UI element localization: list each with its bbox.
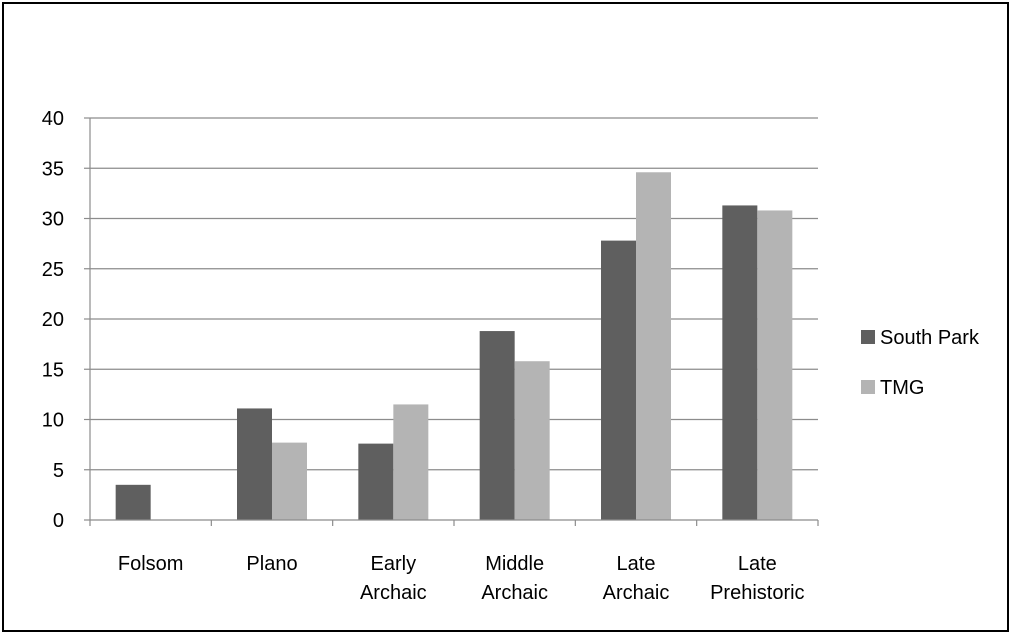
bar-tmg-plano bbox=[272, 442, 307, 520]
y-tick-label-30: 30 bbox=[42, 209, 64, 231]
x-tick-label-late-prehistoric: Late Prehistoric bbox=[710, 553, 804, 604]
y-tick-label-20: 20 bbox=[42, 309, 64, 331]
legend-swatch-tmg bbox=[861, 380, 875, 394]
bar-tmg-early-archaic bbox=[393, 404, 429, 520]
x-tick-label-middle-archaic: Middle Archaic bbox=[481, 553, 548, 604]
bar-south-park-late-prehistoric bbox=[722, 205, 758, 520]
y-tick-label-5: 5 bbox=[53, 460, 64, 482]
x-tick-label-early-archaic: Early Archaic bbox=[360, 553, 427, 604]
y-tick-label-35: 35 bbox=[42, 158, 64, 180]
legend-swatch-south-park bbox=[861, 330, 875, 344]
legend: South Park TMG bbox=[861, 327, 980, 399]
x-tick-label-plano: Plano bbox=[246, 553, 297, 575]
x-tick-label-folsom: Folsom bbox=[118, 553, 184, 575]
bar-south-park-folsom bbox=[115, 484, 151, 520]
gridlines bbox=[90, 117, 818, 471]
y-tick-labels: 0 5 10 15 20 25 30 35 40 bbox=[42, 108, 64, 532]
y-tick-label-0: 0 bbox=[53, 510, 64, 532]
bar-south-park-late-archaic bbox=[601, 240, 636, 521]
x-tick-label-late-archaic: Late Archaic bbox=[603, 553, 670, 604]
y-tick-label-10: 10 bbox=[42, 410, 64, 432]
bar-south-park-early-archaic bbox=[358, 443, 394, 520]
y-tick-label-15: 15 bbox=[42, 359, 64, 381]
x-tick-labels: Folsom Plano Early Archaic Middle Archaic Late… bbox=[118, 553, 805, 604]
bar-south-park-middle-archaic bbox=[479, 331, 515, 520]
bars bbox=[115, 172, 793, 521]
bar-south-park-plano bbox=[237, 408, 272, 520]
y-tick-label-40: 40 bbox=[42, 108, 64, 130]
bar-tmg-middle-archaic bbox=[514, 361, 550, 520]
bar-tmg-late-prehistoric bbox=[757, 210, 793, 520]
y-tick-label-25: 25 bbox=[42, 259, 64, 281]
bar-tmg-late-archaic bbox=[636, 172, 671, 520]
legend-label-tmg: TMG bbox=[880, 377, 924, 399]
legend-label-south-park: South Park bbox=[880, 327, 980, 349]
axes bbox=[84, 117, 819, 526]
